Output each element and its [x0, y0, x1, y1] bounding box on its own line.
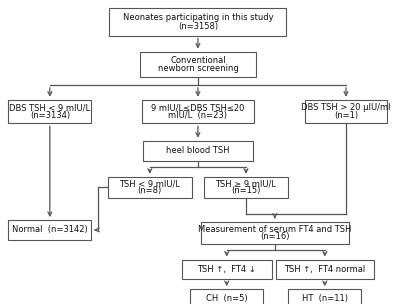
Text: TSH < 9 mIU/L: TSH < 9 mIU/L [119, 180, 180, 188]
Text: (n=15): (n=15) [231, 186, 261, 195]
FancyBboxPatch shape [108, 177, 192, 198]
Text: DBS TSH > 20 µIU/ml: DBS TSH > 20 µIU/ml [301, 103, 391, 112]
FancyBboxPatch shape [201, 221, 349, 244]
FancyBboxPatch shape [190, 289, 263, 305]
Text: TSH ≥ 9 mIU/L: TSH ≥ 9 mIU/L [216, 180, 276, 188]
FancyBboxPatch shape [182, 260, 272, 279]
FancyBboxPatch shape [142, 100, 254, 123]
Text: HT  (n=11): HT (n=11) [302, 294, 348, 303]
FancyBboxPatch shape [8, 220, 91, 240]
FancyBboxPatch shape [204, 177, 288, 198]
FancyBboxPatch shape [276, 260, 374, 279]
Text: newborn screening: newborn screening [158, 64, 238, 73]
Text: Normal  (n=3142): Normal (n=3142) [12, 225, 88, 235]
Text: (n=3158): (n=3158) [178, 22, 218, 31]
Text: mIU/L  (n=23): mIU/L (n=23) [168, 111, 228, 120]
FancyBboxPatch shape [110, 8, 286, 36]
FancyBboxPatch shape [143, 141, 253, 161]
Text: Neonates participating in this study: Neonates participating in this study [122, 13, 273, 22]
FancyBboxPatch shape [8, 100, 91, 123]
FancyBboxPatch shape [288, 289, 361, 305]
Text: (n=8): (n=8) [138, 186, 162, 195]
Text: (n=1): (n=1) [334, 111, 358, 120]
FancyBboxPatch shape [140, 52, 256, 77]
Text: TSH ↑,  FT4 normal: TSH ↑, FT4 normal [284, 265, 366, 274]
Text: Conventional: Conventional [170, 56, 226, 65]
FancyBboxPatch shape [305, 100, 387, 123]
Text: heel blood TSH: heel blood TSH [166, 146, 230, 156]
Text: TSH ↑,  FT4 ↓: TSH ↑, FT4 ↓ [197, 265, 256, 274]
Text: DBS TSH < 9 mIU/L: DBS TSH < 9 mIU/L [9, 103, 90, 112]
Text: (n=16): (n=16) [260, 232, 290, 241]
Text: 9 mIU/L≤DBS TSH≤20: 9 mIU/L≤DBS TSH≤20 [151, 103, 244, 112]
Text: CH  (n=5): CH (n=5) [206, 294, 248, 303]
Text: (n=3134): (n=3134) [30, 111, 70, 120]
Text: Measurement of serum FT4 and TSH: Measurement of serum FT4 and TSH [198, 225, 352, 234]
